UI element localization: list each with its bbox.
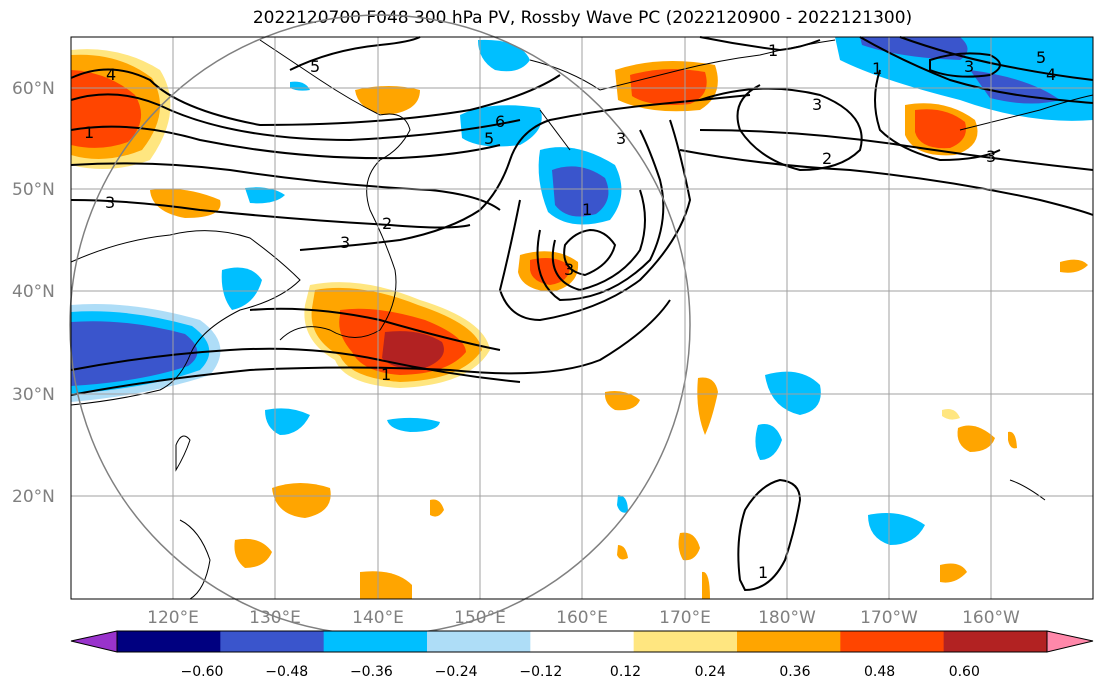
contour-label: 6	[495, 112, 505, 131]
lat-tick-label: 20°N	[12, 487, 55, 507]
colorbar-bin	[530, 631, 635, 652]
contour-label: 3	[812, 95, 822, 114]
contour-label: 3	[564, 260, 574, 279]
lon-tick-label: 120°E	[147, 608, 199, 628]
lon-tick-label: 140°E	[352, 608, 404, 628]
colorbar-frame	[116, 630, 1048, 653]
lat-tick-label: 30°N	[12, 385, 55, 405]
colorbar-under-arrow	[70, 630, 118, 653]
lon-tick-label: 180°W	[758, 608, 816, 628]
colorbar-tick-label: 0.36	[779, 664, 810, 680]
contour-labels: 4 1 5 6 5 3 1 3 2 3 3 5 4 3 1 2 3 1 1 3 …	[84, 41, 1056, 582]
colorbar-bin	[943, 631, 1048, 652]
contour-label: 2	[822, 149, 832, 168]
colorbar-tick-label: −0.48	[265, 664, 308, 680]
contour-label: 1	[381, 365, 391, 384]
colorbar-tick-label: −0.36	[350, 664, 393, 680]
lat-tick-label: 40°N	[12, 282, 55, 302]
contour-label: 1	[582, 200, 592, 219]
contour-label: 3	[964, 57, 974, 76]
contour-label: 5	[310, 57, 320, 76]
contour-label: 1	[84, 123, 94, 142]
lon-tick-label: 150°E	[454, 608, 506, 628]
contour-label: 4	[106, 65, 116, 84]
colorbar-tick-label: 0.24	[695, 664, 726, 680]
contour-label: 1	[768, 41, 778, 60]
colorbar-tick-label: −0.60	[181, 664, 224, 680]
latitude-ticks: 60°N 50°N 40°N 30°N 20°N	[12, 79, 55, 507]
contour-label: 1	[758, 563, 768, 582]
colorbar-bin	[220, 631, 325, 652]
lat-tick-label: 60°N	[12, 79, 55, 99]
colorbar-tick-label: 0.60	[949, 664, 980, 680]
lon-tick-label: 170°W	[860, 608, 918, 628]
colorbar-over-arrow	[1046, 630, 1094, 653]
lon-tick-label: 130°E	[249, 608, 301, 628]
chart-title: 2022120700 F048 300 hPa PV, Rossby Wave …	[252, 8, 913, 28]
colorbar-bin	[840, 631, 945, 652]
contour-label: 4	[1046, 65, 1056, 84]
map-frame	[70, 36, 1094, 600]
colorbar-bin	[323, 631, 428, 652]
contour-label: 5	[1036, 48, 1046, 67]
colorbar-tick-label: 0.48	[864, 664, 895, 680]
longitude-ticks: 120°E 130°E 140°E 150°E 160°E 170°E 180°…	[147, 608, 1020, 628]
contour-label: 3	[986, 147, 996, 166]
colorbar-tick-label: 0.12	[610, 664, 641, 680]
lon-tick-label: 160°W	[962, 608, 1020, 628]
pv-contours	[70, 36, 1094, 592]
gridlines	[71, 37, 1093, 599]
colorbar-tick-label: −0.24	[435, 664, 478, 680]
colorbar-tick-label: −0.12	[519, 664, 562, 680]
lon-tick-label: 170°E	[659, 608, 711, 628]
colorbar-bin	[427, 631, 531, 652]
contour-label: 2	[382, 214, 392, 233]
colorbar-bin	[633, 631, 738, 652]
contour-label: 3	[340, 233, 350, 252]
colorbar-bins	[117, 631, 1048, 652]
lon-tick-label: 160°E	[556, 608, 608, 628]
colorbar-bin	[117, 631, 221, 652]
colorbar: −0.60 −0.48 −0.36 −0.24 −0.12 0.12 0.24 0.36 0.4…	[70, 630, 1094, 680]
contour-label: 3	[105, 193, 115, 212]
contour-label: 1	[872, 59, 882, 78]
colorbar-bin	[737, 631, 841, 652]
contour-label: 5	[484, 129, 494, 148]
lat-tick-label: 50°N	[12, 180, 55, 200]
map-panel: 4 1 5 6 5 3 1 3 2 3 3 5 4 3 1 2 3 1 1 3 …	[69, 14, 1094, 636]
colorbar-tick-labels: −0.60 −0.48 −0.36 −0.24 −0.12 0.12 0.24 0.36 0.4…	[181, 664, 980, 680]
contour-label: 3	[616, 129, 626, 148]
